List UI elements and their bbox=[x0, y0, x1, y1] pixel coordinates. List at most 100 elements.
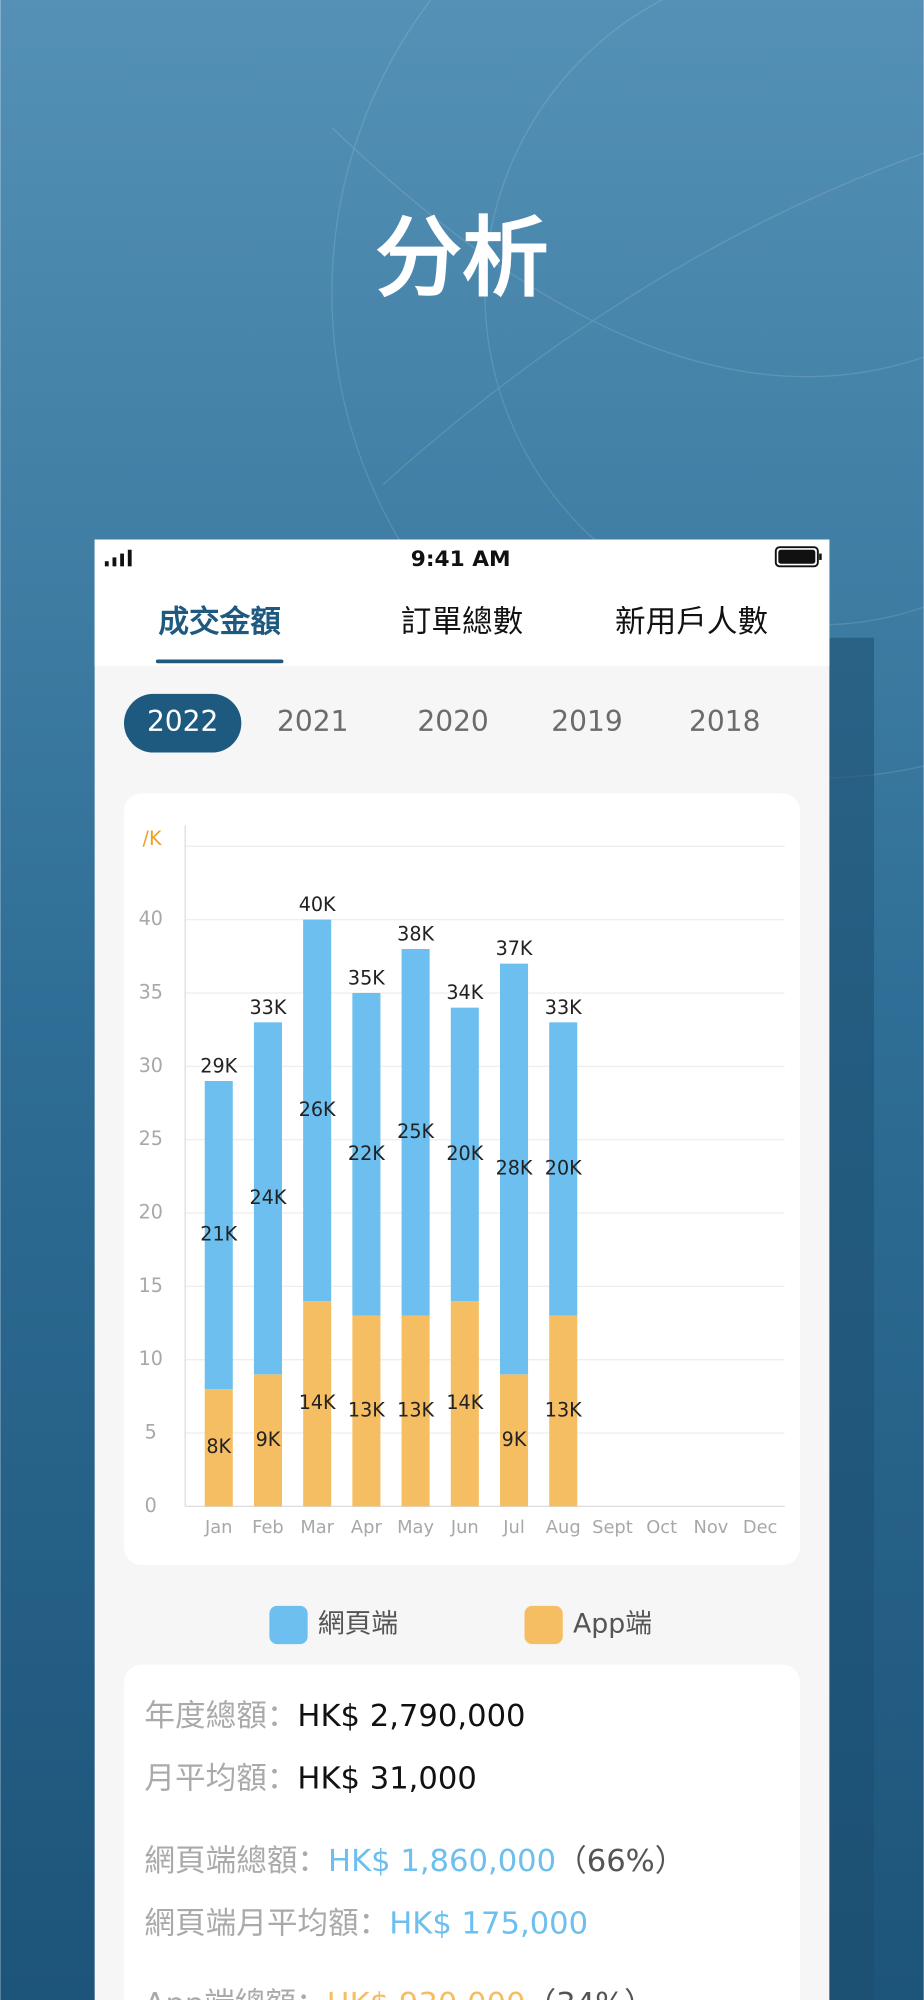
y-tick-label: 15 bbox=[139, 1274, 163, 1297]
y-tick-label: 30 bbox=[139, 1054, 163, 1077]
legend-swatch bbox=[524, 1605, 563, 1645]
summary-value: HK$ 175,000 bbox=[389, 1906, 588, 1941]
y-tick-label: 5 bbox=[145, 1421, 157, 1444]
y-tick-label: 0 bbox=[145, 1494, 157, 1517]
x-tick-label: Jul bbox=[502, 1517, 525, 1538]
year-option[interactable]: 2020 bbox=[417, 705, 488, 738]
year-option[interactable]: 2021 bbox=[277, 705, 348, 738]
value-label: 9K bbox=[502, 1428, 527, 1451]
bar-segment bbox=[450, 1301, 479, 1507]
value-label: 13K bbox=[348, 1399, 385, 1422]
bar-segment bbox=[253, 1374, 282, 1507]
x-tick-label: Feb bbox=[252, 1517, 284, 1538]
value-label: 8K bbox=[206, 1435, 231, 1458]
summary-card bbox=[123, 1664, 801, 2000]
summary-share: （66%） bbox=[556, 1844, 685, 1879]
summary-value: HK$ 2,790,000 bbox=[297, 1698, 525, 1733]
tab-underline bbox=[155, 659, 284, 664]
total-label: 38K bbox=[397, 922, 434, 945]
summary-row: 網頁端月平均額：HK$ 175,000 bbox=[144, 1906, 588, 1941]
status-time: 9:41 AM bbox=[411, 547, 511, 572]
bar-segment bbox=[204, 1389, 233, 1507]
x-tick-label: Oct bbox=[646, 1517, 677, 1538]
summary-label: 網頁端總額： bbox=[144, 1844, 328, 1879]
page-title: 分析 bbox=[375, 208, 548, 309]
summary-value: HK$ 930,000 bbox=[327, 1987, 526, 2000]
value-label: 13K bbox=[397, 1399, 434, 1422]
summary-share: （34%） bbox=[526, 1987, 655, 2000]
y-tick-label: 40 bbox=[139, 907, 163, 930]
x-tick-label: Dec bbox=[743, 1517, 778, 1538]
total-label: 29K bbox=[200, 1054, 237, 1077]
x-tick-label: Jun bbox=[450, 1517, 479, 1538]
value-label: 24K bbox=[250, 1186, 287, 1209]
summary-label: 網頁端月平均額： bbox=[144, 1906, 389, 1941]
year-option[interactable]: 2019 bbox=[551, 705, 622, 738]
summary-row: 年度總額：HK$ 2,790,000 bbox=[144, 1698, 525, 1733]
value-label: 20K bbox=[545, 1157, 582, 1180]
total-label: 33K bbox=[250, 996, 287, 1019]
total-label: 40K bbox=[299, 893, 336, 916]
summary-label: App端總額： bbox=[144, 1987, 326, 2000]
x-tick-label: May bbox=[397, 1517, 434, 1538]
summary-value: HK$ 1,860,000 bbox=[328, 1844, 556, 1879]
x-tick-label: Sept bbox=[592, 1517, 633, 1538]
x-tick-label: Aug bbox=[546, 1517, 581, 1538]
legend-label: 網頁端 bbox=[318, 1609, 398, 1640]
bar-segment bbox=[499, 1374, 529, 1507]
year-option[interactable]: 2022 bbox=[147, 705, 218, 738]
signal-icon bbox=[104, 549, 132, 567]
value-label: 22K bbox=[348, 1142, 385, 1165]
bar-segment bbox=[303, 919, 332, 1302]
bar-segment bbox=[401, 1315, 430, 1507]
x-tick-label: Apr bbox=[351, 1517, 383, 1538]
tab[interactable]: 新用戶人數 bbox=[615, 605, 768, 640]
bar-segment bbox=[303, 1301, 332, 1507]
bar-segment bbox=[549, 1315, 578, 1507]
value-label: 28K bbox=[496, 1157, 533, 1180]
bar-segment bbox=[352, 1315, 381, 1507]
bar-segment bbox=[253, 1022, 282, 1375]
bar-segment bbox=[204, 1080, 233, 1390]
value-label: 20K bbox=[446, 1142, 483, 1165]
bar-segment bbox=[352, 992, 381, 1316]
y-tick-label: 20 bbox=[139, 1201, 163, 1224]
year-pill[interactable] bbox=[123, 693, 242, 753]
bar-segment bbox=[549, 1022, 578, 1316]
legend-label: App端 bbox=[573, 1609, 652, 1640]
total-label: 33K bbox=[545, 996, 582, 1019]
summary-label: 月平均額： bbox=[144, 1761, 297, 1796]
battery-icon bbox=[774, 546, 822, 568]
bar-segment bbox=[499, 963, 529, 1375]
shadow-panel bbox=[829, 637, 874, 2000]
tab[interactable]: 成交金額 bbox=[158, 604, 281, 640]
year-option[interactable]: 2018 bbox=[689, 705, 760, 738]
summary-row: 月平均額：HK$ 31,000 bbox=[144, 1761, 476, 1796]
value-label: 21K bbox=[200, 1223, 237, 1246]
y-tick-label: 25 bbox=[139, 1127, 163, 1150]
summary-row: App端總額：HK$ 930,000（34%） bbox=[144, 1987, 654, 2000]
value-label: 14K bbox=[299, 1391, 336, 1414]
bar-segment bbox=[401, 948, 430, 1316]
legend-swatch bbox=[269, 1605, 308, 1645]
total-label: 34K bbox=[446, 981, 483, 1004]
x-tick-label: Jan bbox=[204, 1517, 233, 1538]
summary-row: 網頁端總額：HK$ 1,860,000（66%） bbox=[144, 1844, 685, 1879]
x-tick-label: Mar bbox=[300, 1517, 334, 1538]
value-label: 26K bbox=[299, 1098, 336, 1121]
unit-label: /K bbox=[143, 827, 162, 850]
value-label: 13K bbox=[545, 1399, 582, 1422]
y-tick-label: 10 bbox=[139, 1347, 163, 1370]
total-label: 35K bbox=[348, 966, 385, 989]
summary-value: HK$ 31,000 bbox=[297, 1761, 476, 1796]
total-label: 37K bbox=[496, 937, 533, 960]
value-label: 25K bbox=[397, 1120, 434, 1143]
summary-label: 年度總額： bbox=[144, 1698, 297, 1733]
y-tick-label: 35 bbox=[139, 980, 163, 1003]
value-label: 9K bbox=[256, 1428, 281, 1451]
top-bar bbox=[94, 539, 830, 666]
tab[interactable]: 訂單總數 bbox=[401, 605, 523, 640]
x-tick-label: Nov bbox=[693, 1517, 728, 1538]
value-label: 14K bbox=[446, 1391, 483, 1414]
